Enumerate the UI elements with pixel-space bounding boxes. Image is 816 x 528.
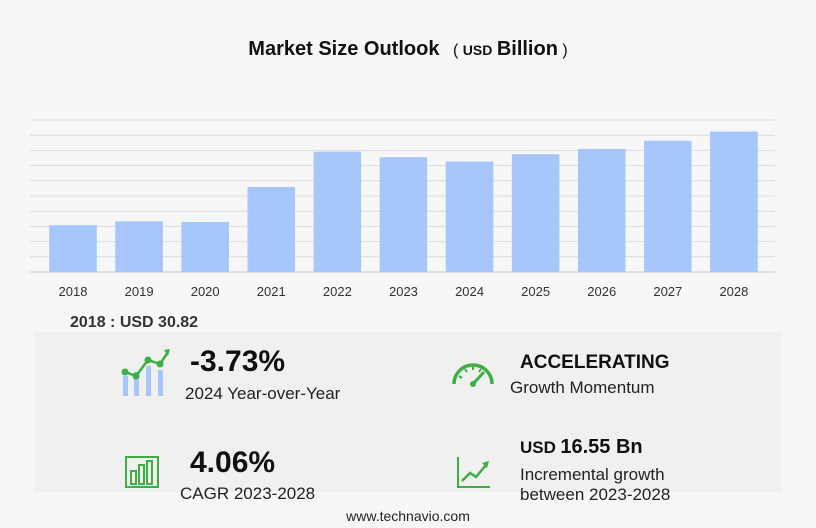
incremental-value: 16.55 Bn <box>560 436 643 458</box>
bar-2019 <box>115 221 163 272</box>
incremental-currency: USD <box>520 438 556 457</box>
x-tick-label: 2023 <box>389 284 418 299</box>
kpi-yoy-label-wrap: 2024 Year-over-Year <box>185 384 340 404</box>
kpi-momentum-label-wrap: Growth Momentum <box>510 378 655 398</box>
kpi-momentum: ACCELERATING <box>520 352 670 374</box>
x-tick-label: 2028 <box>719 284 748 299</box>
bar-chart: 2018 2019 2020 2021 2022 2023 2024 2025 2026 2027… <box>30 119 775 299</box>
unit-word: Billion <box>496 38 558 60</box>
unit-open: ( <box>453 42 459 59</box>
cagr-label: CAGR 2023-2028 <box>180 484 316 503</box>
kpi-cagr-label-wrap: CAGR 2023-2028 <box>180 484 315 504</box>
x-tick-label: 2021 <box>257 284 286 299</box>
kpi-incremental-label-wrap: Incremental growth between 2023-2028 <box>520 465 670 505</box>
incremental-label-line2: between 2023-2028 <box>520 485 671 504</box>
kpi-yoy: -3.73% <box>190 345 285 379</box>
bar-2021 <box>247 187 296 272</box>
x-tick-label: 2022 <box>323 284 352 299</box>
x-tick-label: 2025 <box>521 284 550 299</box>
chart-title: Market Size Outlook ( USD Billion ) <box>0 38 816 61</box>
momentum-label: Growth Momentum <box>510 378 655 397</box>
incremental-label-line1: Incremental growth <box>520 465 665 484</box>
x-tick-label: 2019 <box>125 284 154 299</box>
speedometer-icon <box>452 363 494 387</box>
x-tick-label: 2018 <box>59 284 88 299</box>
x-tick-label: 2024 <box>455 284 484 299</box>
trend-up-icon <box>457 457 490 488</box>
kpi-cagr: 4.06% <box>190 446 275 480</box>
yoy-value: -3.73% <box>190 345 286 378</box>
bar-2026 <box>577 148 626 272</box>
bar-2023 <box>379 157 428 272</box>
bar-2025 <box>511 154 560 272</box>
bar-2028 <box>710 131 758 272</box>
bar-2027 <box>644 140 692 272</box>
x-tick-label: 2027 <box>653 284 682 299</box>
bar-2024 <box>445 161 494 272</box>
title-unit: ( USD Billion ) <box>453 38 568 60</box>
bar-2020 <box>181 221 229 272</box>
x-tick-label: 2020 <box>191 284 220 299</box>
momentum-value: ACCELERATING <box>520 352 670 373</box>
chart-x-ticks: 2018 2019 2020 2021 2022 2023 2024 2025 2026 2027… <box>59 284 749 299</box>
kpi-incremental: USD 16.55 Bn <box>520 436 643 459</box>
bar-2018 <box>49 225 97 272</box>
bar-chart-icon <box>125 456 159 488</box>
bar-2022 <box>313 151 362 272</box>
footer-url: www.technavio.com <box>346 508 470 524</box>
growth-chart-icon <box>121 349 170 396</box>
yoy-label: 2024 Year-over-Year <box>185 384 341 403</box>
title-text: Market Size Outlook <box>248 38 440 60</box>
base-year-value: 2018 : USD 30.82 <box>70 314 199 331</box>
x-tick-label: 2026 <box>587 284 616 299</box>
unit-close: ) <box>562 42 568 59</box>
cagr-value: 4.06% <box>190 446 276 479</box>
unit-currency: USD <box>462 42 493 58</box>
chart-bars <box>49 131 758 272</box>
